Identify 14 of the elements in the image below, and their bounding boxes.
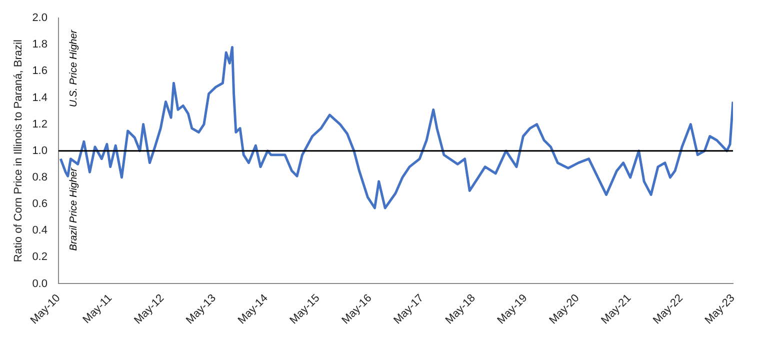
y-tick-label: 0.6 bbox=[32, 198, 48, 210]
y-tick-label: 0.4 bbox=[32, 224, 48, 237]
y-axis-title: Ratio of Corn Price in Illinois to Paraná, Brazil bbox=[12, 40, 25, 262]
y-tick-label: 1.0 bbox=[32, 144, 48, 157]
y-tick-label: 2.0 bbox=[32, 12, 48, 24]
y-tick-label: 0.2 bbox=[32, 251, 48, 264]
y-tick-label: 1.6 bbox=[32, 65, 48, 78]
y-tick-label: 1.8 bbox=[32, 38, 48, 51]
y-tick-label: 1.4 bbox=[32, 92, 48, 104]
y-tick-label: 1.2 bbox=[32, 118, 48, 130]
annotation: Brazil Price Higher bbox=[68, 167, 80, 251]
y-tick-label: 0.0 bbox=[32, 278, 48, 290]
y-tick-label: 0.8 bbox=[32, 171, 48, 184]
annotation: U.S. Price Higher bbox=[68, 29, 80, 108]
